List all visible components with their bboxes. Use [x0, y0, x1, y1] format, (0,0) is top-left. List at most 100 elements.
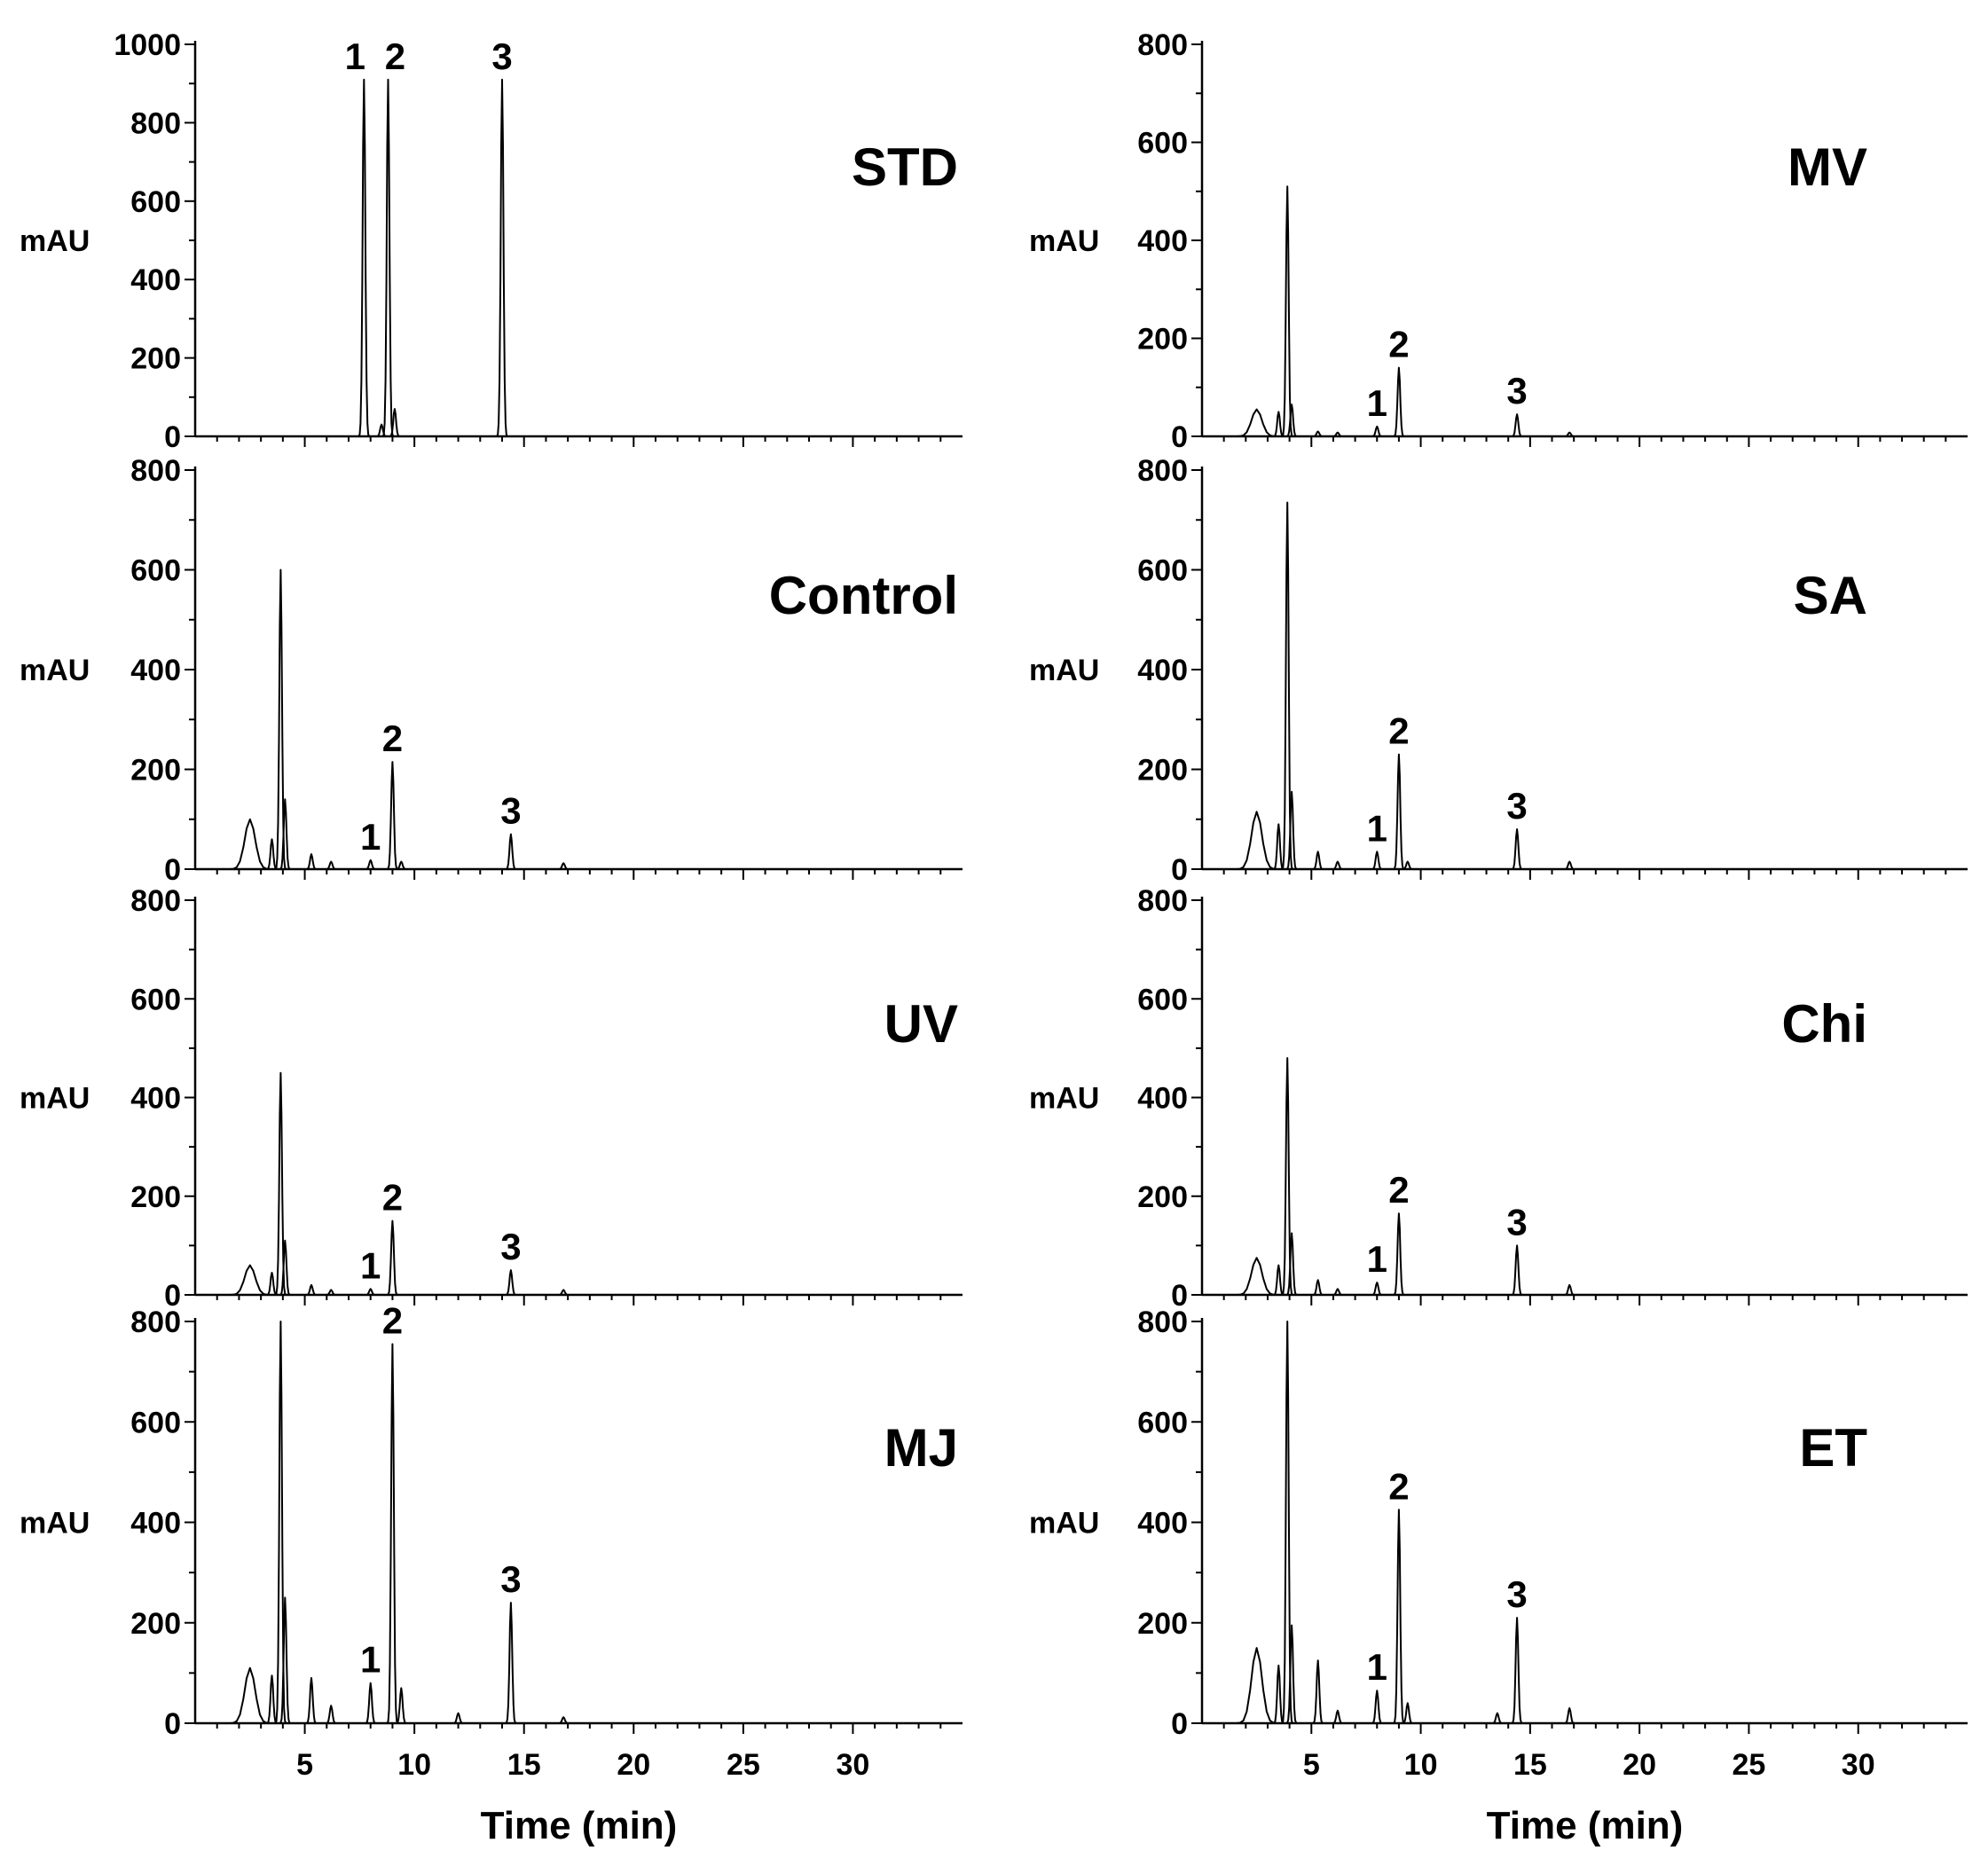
y-tick-label: 600 [130, 554, 181, 588]
chromatogram-peak [266, 1674, 278, 1724]
peak-2 [1393, 1509, 1405, 1724]
chromatogram-peak [1332, 1288, 1343, 1296]
y-tick-label: 0 [164, 1279, 181, 1313]
x-tick-label: 20 [1623, 1748, 1656, 1782]
chromatogram-peak [396, 1687, 407, 1724]
y-tick-label: 400 [130, 263, 181, 297]
x-axis-label: Time (min) [481, 1804, 678, 1847]
peak-label-1: 1 [1367, 1646, 1387, 1688]
sample-label: STD [852, 137, 958, 197]
panel-chi: 0 200 400 600 800 mAU Chi 12 3 [1029, 884, 1968, 1313]
chromatogram-peak [1285, 1232, 1298, 1296]
chromatogram-peak [1332, 860, 1343, 870]
y-tick-label: 200 [1137, 323, 1188, 357]
sample-label: MJ [884, 1418, 958, 1478]
chromatogram-peak [1273, 1264, 1285, 1296]
chromatogram-peak [1281, 1321, 1293, 1724]
chromatogram-peak [1237, 1257, 1277, 1296]
peak-3 [1512, 413, 1522, 437]
chromatogram-peak [376, 423, 387, 437]
chromatogram-peak [1281, 501, 1293, 870]
x-tick-label: 25 [727, 1748, 760, 1782]
chromatogram-peak [279, 1239, 291, 1296]
x-tick-label: 15 [1513, 1748, 1547, 1782]
y-tick-label: 0 [1171, 853, 1188, 887]
peak-label-3: 3 [1506, 1201, 1527, 1243]
x-tick-label: 10 [1404, 1748, 1438, 1782]
peak-3 [1511, 1617, 1523, 1724]
y-axis-label: mAU [20, 224, 90, 258]
y-tick-label: 600 [1137, 1406, 1188, 1439]
peak-2 [381, 78, 395, 437]
x-tick-label: 10 [397, 1748, 431, 1782]
chromatogram-peak [1312, 1659, 1324, 1724]
chromatogram-peak [1564, 1283, 1575, 1296]
y-tick-label: 0 [1171, 1279, 1188, 1313]
x-tick-label: 20 [617, 1748, 650, 1782]
peak-label-1: 1 [360, 1244, 381, 1286]
peak-label-3: 3 [491, 35, 512, 77]
chromatogram-peak [1312, 1279, 1324, 1296]
y-tick-label: 800 [1137, 454, 1188, 488]
peak-1 [365, 859, 376, 870]
chromatogram-peak [1332, 1709, 1343, 1724]
y-tick-label: 800 [130, 1306, 181, 1339]
chromatogram-peak [230, 1666, 271, 1724]
y-tick-label: 200 [1137, 754, 1188, 788]
peak-label-3: 3 [1506, 370, 1527, 412]
sample-label: Control [769, 566, 958, 625]
peak-label-2: 2 [1388, 710, 1409, 752]
chromatogram-peak [274, 1321, 287, 1724]
panel-control: 0 200 400 600 800 mAU Control 1 2 3 [20, 454, 963, 887]
chromatogram-peak [1273, 411, 1285, 437]
chromatogram-peak [1312, 851, 1324, 870]
y-tick-label: 600 [1137, 127, 1188, 161]
y-tick-label: 200 [130, 754, 181, 788]
peak-2 [387, 761, 398, 870]
peak-label-3: 3 [500, 1226, 521, 1267]
peak-3 [1512, 828, 1523, 870]
peak-label-2: 2 [1388, 1169, 1409, 1211]
peak-label-1: 1 [360, 816, 381, 858]
chromatogram-peak [305, 1677, 318, 1724]
y-tick-label: 0 [1171, 420, 1188, 454]
y-tick-label: 200 [130, 342, 181, 376]
y-axis-label: mAU [1029, 1507, 1099, 1541]
peak-label-1: 1 [360, 1639, 381, 1681]
y-tick-label: 800 [130, 106, 181, 140]
sample-label: ET [1799, 1418, 1867, 1478]
peak-1 [358, 78, 371, 437]
y-axis-label: mAU [1029, 224, 1099, 258]
y-tick-label: 1000 [114, 28, 181, 62]
peak-label-3: 3 [500, 1558, 521, 1600]
peak-label-1: 1 [1367, 807, 1387, 849]
chromatogram-peak [1564, 860, 1575, 870]
chromatogram-peak [230, 1264, 271, 1296]
sample-label: UV [884, 994, 958, 1054]
chromatogram-peak [1402, 1702, 1413, 1724]
y-tick-label: 400 [130, 1507, 181, 1541]
chromatogram-peak [306, 853, 317, 870]
peak-1 [1371, 1690, 1383, 1724]
sample-label: MV [1788, 137, 1867, 197]
peak-label-2: 2 [1388, 324, 1409, 365]
y-axis-label: mAU [20, 1082, 90, 1116]
chromatogram-peak [558, 862, 569, 870]
y-tick-label: 0 [164, 1707, 181, 1741]
y-tick-label: 600 [130, 983, 181, 1016]
x-tick-label: 5 [296, 1748, 313, 1782]
chromatogram-peak [274, 568, 287, 870]
peak-3 [496, 78, 508, 437]
chromatogram-peak [1312, 430, 1324, 437]
y-tick-label: 200 [130, 1180, 181, 1214]
peak-label-1: 1 [1367, 1238, 1387, 1280]
peak-3 [1512, 1244, 1523, 1296]
panel-et: 0 200 400 600 800 5 10 15 20 25 30 mAU ET Time (min) 1… [1029, 1306, 1968, 1847]
x-tick-label: 15 [507, 1748, 541, 1782]
peak-label-1: 1 [1367, 382, 1387, 424]
chromatogram-peak [452, 1712, 464, 1724]
y-tick-label: 200 [1137, 1180, 1188, 1214]
x-tick-label: 5 [1303, 1748, 1320, 1782]
chromatogram-peak [1285, 790, 1298, 870]
chromatogram-peak [326, 1289, 336, 1296]
